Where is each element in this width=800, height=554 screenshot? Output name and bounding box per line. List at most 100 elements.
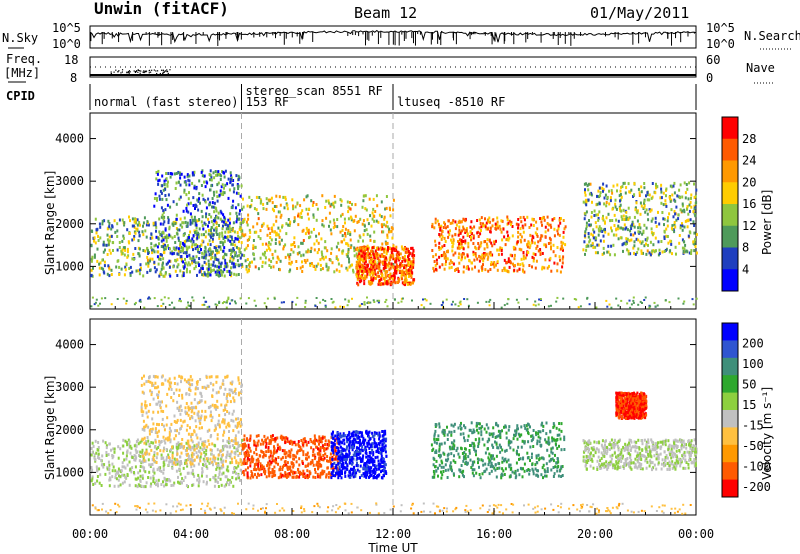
scatter-cell (228, 440, 231, 444)
scatter-cell (217, 453, 220, 457)
scatter-cell (292, 250, 295, 254)
scatter-cell (211, 403, 214, 407)
scatter-cell (275, 231, 278, 235)
scatter-cell (177, 480, 179, 484)
nave-dot (164, 70, 166, 72)
scatter-cell (235, 466, 238, 470)
scatter-cell (406, 250, 409, 254)
scatter-cell (633, 240, 636, 244)
scatter-cell (302, 444, 305, 448)
scatter-cell (193, 464, 196, 468)
scatter-cell (221, 183, 224, 187)
scatter-cell (268, 264, 271, 267)
scatter-cell (466, 254, 469, 258)
scatter-cell (150, 463, 153, 467)
scatter-cell (178, 431, 181, 435)
scatter-cell (461, 239, 464, 243)
scatter-cell (122, 234, 125, 238)
scatter-cell (558, 233, 561, 237)
scatter-cell (305, 195, 308, 199)
scatter-cell (197, 416, 200, 420)
scatter-cell (644, 296, 647, 299)
scatter-cell (619, 226, 622, 230)
scatter-cell (373, 245, 376, 249)
scatter-cell (354, 214, 357, 218)
scatter-cell (467, 245, 470, 249)
scatter-cell (380, 200, 383, 204)
scatter-cell (315, 234, 318, 238)
scatter-cell (650, 219, 653, 223)
scatter-cell (649, 253, 652, 257)
scatter-cell (162, 471, 165, 475)
scatter-cell (197, 443, 200, 447)
scatter-cell (645, 208, 648, 212)
scatter-cell (198, 476, 201, 480)
scatter-cell (500, 252, 503, 256)
scatter-cell (537, 303, 540, 306)
scatter-cell (205, 415, 208, 419)
scatter-cell (202, 296, 205, 299)
scatter-cell (222, 463, 224, 467)
scatter-cell (209, 381, 212, 385)
scatter-cell (370, 268, 373, 272)
scatter-cell (210, 235, 212, 239)
scatter-cell (528, 246, 531, 250)
scatter-cell (207, 197, 210, 201)
scatter-cell (158, 230, 161, 234)
scatter-cell (470, 232, 473, 235)
scatter-cell (547, 305, 550, 308)
scatter-cell (195, 451, 198, 455)
scatter-cell (334, 306, 337, 309)
scatter-cell (245, 246, 248, 250)
scatter-cell (388, 227, 391, 231)
scatter-cell (193, 398, 196, 402)
scatter-cell (294, 471, 297, 475)
scatter-cell (114, 473, 117, 477)
scatter-cell (206, 429, 209, 433)
scatter-cell (224, 408, 227, 411)
scatter-cell (102, 439, 105, 443)
scatter-cell (325, 264, 328, 268)
scatter-cell (164, 247, 167, 251)
scatter-cell (390, 229, 393, 233)
scatter-cell (236, 231, 239, 235)
scatter-cell (507, 257, 510, 261)
scatter-cell (513, 253, 516, 257)
scatter-cell (203, 415, 206, 419)
scatter-cell (222, 243, 225, 247)
scatter-cell (179, 446, 182, 449)
scatter-cell (216, 480, 219, 484)
scatter-cell (128, 232, 131, 235)
scatter-cell (265, 248, 268, 252)
scatter-cell (239, 468, 242, 472)
scatter-cell (521, 224, 524, 228)
scatter-cell (163, 182, 166, 186)
scatter-cell (361, 269, 363, 273)
scatter-cell (155, 229, 157, 233)
scatter-cell (664, 202, 667, 206)
scatter-cell (128, 442, 131, 446)
scatter-cell (312, 201, 315, 204)
scatter-cell (392, 272, 395, 275)
scatter-cell (151, 462, 154, 466)
scatter-cell (224, 217, 227, 221)
scatter-cell (176, 258, 179, 262)
scatter-cell (322, 257, 325, 261)
scatter-cell (266, 233, 269, 237)
scatter-cell (301, 265, 304, 269)
scatter-cell (364, 269, 367, 273)
scatter-cell (158, 439, 161, 443)
scatter-cell (178, 297, 181, 300)
scatter-cell (216, 195, 219, 199)
scatter-cell (584, 190, 586, 194)
scatter-cell (314, 304, 317, 307)
scatter-cell (458, 242, 461, 246)
scatter-cell (205, 206, 208, 210)
scatter-cell (602, 214, 604, 218)
scatter-cell (366, 263, 369, 267)
scatter-cell (681, 195, 684, 199)
scatter-cell (405, 277, 408, 281)
scatter-cell (168, 259, 171, 263)
scatter-cell (401, 297, 404, 300)
scatter-cell (121, 473, 124, 477)
